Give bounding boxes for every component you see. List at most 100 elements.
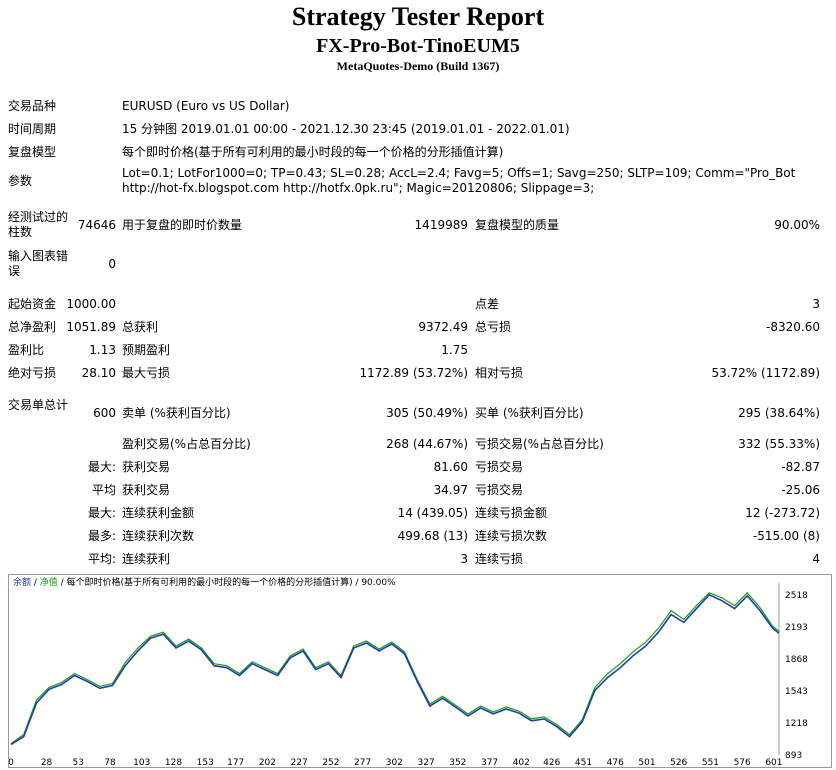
total-trades-value: 600 [93, 406, 116, 420]
x-tick-label: 302 [386, 758, 403, 767]
relative-drawdown-label: 相对亏损 [475, 366, 524, 380]
avg-consecutive-losses-value: 4 [812, 552, 820, 566]
gross-profit-label: 总获利 [122, 320, 159, 334]
x-tick-label: 501 [638, 758, 655, 767]
consecutive-losses-label: 连续亏损金额 [475, 506, 548, 520]
x-tick-label: 426 [543, 758, 560, 767]
y-tick-label: 1218 [785, 719, 808, 729]
consecutive-losses-value: 12 (-273.72) [745, 506, 820, 520]
gross-loss-label: 总亏损 [475, 320, 512, 334]
balance-chart: 余额 / 净值 / 每个即时价格(基于所有可利用的最小时段的每一个价格的分形插值… [8, 574, 832, 768]
expert-name: FX-Pro-Bot-TinoEUM5 [316, 35, 520, 57]
gross-profit-value: 9372.49 [418, 320, 468, 334]
report-title: Strategy Tester Report [291, 2, 545, 31]
maximal-prefix: 最多: [87, 529, 116, 543]
params-value: Lot=0.1; LotFor1000=0; TP=0.43; SL=0.28;… [122, 166, 796, 195]
period-value: 15 分钟图 2019.01.01 00:00 - 2021.12.30 23:… [122, 122, 570, 136]
consecutive-loss-label: 连续亏损次数 [475, 529, 548, 543]
x-tick-label: 451 [575, 758, 592, 767]
period-label: 时间周期 [8, 122, 57, 136]
consecutive-profit-label: 连续获利次数 [122, 529, 195, 543]
x-tick-label: 402 [513, 758, 530, 767]
expected-payoff-label: 预期盈利 [122, 343, 171, 357]
spread-label: 点差 [475, 297, 500, 311]
y-tick-label: 1543 [785, 687, 808, 697]
average-win-value: 34.97 [433, 483, 468, 497]
bars-value: 74646 [77, 218, 116, 232]
model-label: 复盘模型 [8, 145, 57, 159]
x-tick-label: 128 [165, 758, 182, 767]
consecutive-loss-value: -515.00 (8) [752, 529, 820, 543]
avg-consecutive-losses-label: 连续亏损 [475, 552, 524, 566]
x-tick-label: 476 [607, 758, 624, 767]
profit-trades-label: 盈利交易(%占总百分比) [122, 437, 251, 451]
maximum-prefix: 最大: [87, 506, 116, 520]
x-tick-label: 352 [449, 758, 466, 767]
profit-factor-label: 盈利比 [8, 343, 45, 357]
bars-label: 经测试过的柱数 [8, 210, 69, 239]
y-tick-label: 2518 [785, 591, 808, 601]
net-profit-value: 1051.89 [66, 320, 116, 334]
short-positions-value: 305 (50.49%) [386, 406, 468, 420]
balance-line [10, 593, 780, 746]
server-build: MetaQuotes-Demo (Build 1367) [336, 59, 500, 73]
x-tick-label: 551 [702, 758, 719, 767]
spread-value: 3 [812, 297, 820, 311]
avg-consecutive-wins-label: 连续获利 [122, 552, 171, 566]
short-positions-label: 卖单 (%获利百分比) [122, 406, 231, 420]
x-tick-label: 227 [291, 758, 308, 767]
x-tick-label: 103 [133, 758, 150, 767]
ticks-value: 1419989 [414, 218, 468, 232]
x-tick-label: 202 [259, 758, 276, 767]
x-tick-label: 526 [670, 758, 687, 767]
quality-label: 复盘模型的质量 [475, 218, 560, 232]
consecutive-wins-value: 14 (439.05) [397, 506, 468, 520]
x-tick-label: 78 [104, 758, 116, 767]
legend-equity: 净值 [39, 578, 58, 588]
y-tick-label: 893 [785, 751, 802, 761]
x-tick-label: 177 [227, 758, 244, 767]
loss-trades-label: 亏损交易(%占总百分比) [475, 437, 604, 451]
x-tick-label: 53 [73, 758, 84, 767]
relative-drawdown-value: 53.72% (1172.89) [711, 366, 820, 380]
errors-label: 输入图表错误 [8, 249, 69, 278]
net-profit-label: 总净盈利 [8, 320, 57, 334]
average-loss-label: 亏损交易 [475, 483, 524, 497]
chart-plot: 2518 2193 1868 1543 1218 893 0 28 53 78 103 128 153 1… [9, 583, 808, 767]
legend-balance: 余额 [13, 578, 32, 588]
largest-win-label: 获利交易 [122, 460, 171, 474]
x-tick-label: 252 [322, 758, 339, 767]
x-tick-label: 327 [418, 758, 435, 767]
x-tick-label: 601 [765, 758, 782, 767]
largest-win-value: 81.60 [433, 460, 468, 474]
largest-prefix: 最大: [87, 460, 116, 474]
loss-trades-value: 332 (55.33%) [738, 437, 820, 451]
expected-payoff-value: 1.75 [441, 343, 468, 357]
profit-factor-value: 1.13 [89, 343, 116, 357]
largest-loss-value: -82.87 [781, 460, 820, 474]
absolute-drawdown-label: 绝对亏损 [8, 366, 57, 380]
legend-description: / 每个即时价格(基于所有可利用的最小时段的每一个价格的分形插值计算) / 90… [57, 578, 396, 588]
equity-line [10, 591, 780, 744]
largest-loss-label: 亏损交易 [475, 460, 524, 474]
maximal-drawdown-value: 1172.89 (53.72%) [359, 366, 468, 380]
x-tick-label: 0 [9, 758, 14, 767]
symbol-value: EURUSD (Euro vs US Dollar) [122, 99, 290, 113]
average-win-label: 获利交易 [122, 483, 171, 497]
maximal-drawdown-label: 最大亏损 [122, 366, 171, 380]
quality-value: 90.00% [774, 218, 820, 232]
deposit-label: 起始资金 [8, 297, 57, 311]
ticks-label: 用于复盘的即时价数量 [122, 218, 243, 232]
x-tick-label: 277 [354, 758, 371, 767]
long-positions-label: 买单 (%获利百分比) [475, 406, 584, 420]
x-tick-label: 576 [734, 758, 751, 767]
consecutive-profit-value: 499.68 (13) [397, 529, 468, 543]
average-prefix: 平均 [91, 483, 116, 497]
deposit-value: 1000.00 [66, 297, 116, 311]
y-tick-label: 2193 [785, 623, 808, 633]
x-tick-label: 377 [481, 758, 498, 767]
symbol-label: 交易品种 [8, 99, 57, 113]
avg-consecutive-wins-value: 3 [460, 552, 468, 566]
absolute-drawdown-value: 28.10 [81, 366, 116, 380]
model-value: 每个即时价格(基于所有可利用的最小时段的每一个价格的分形插值计算) [122, 145, 504, 159]
